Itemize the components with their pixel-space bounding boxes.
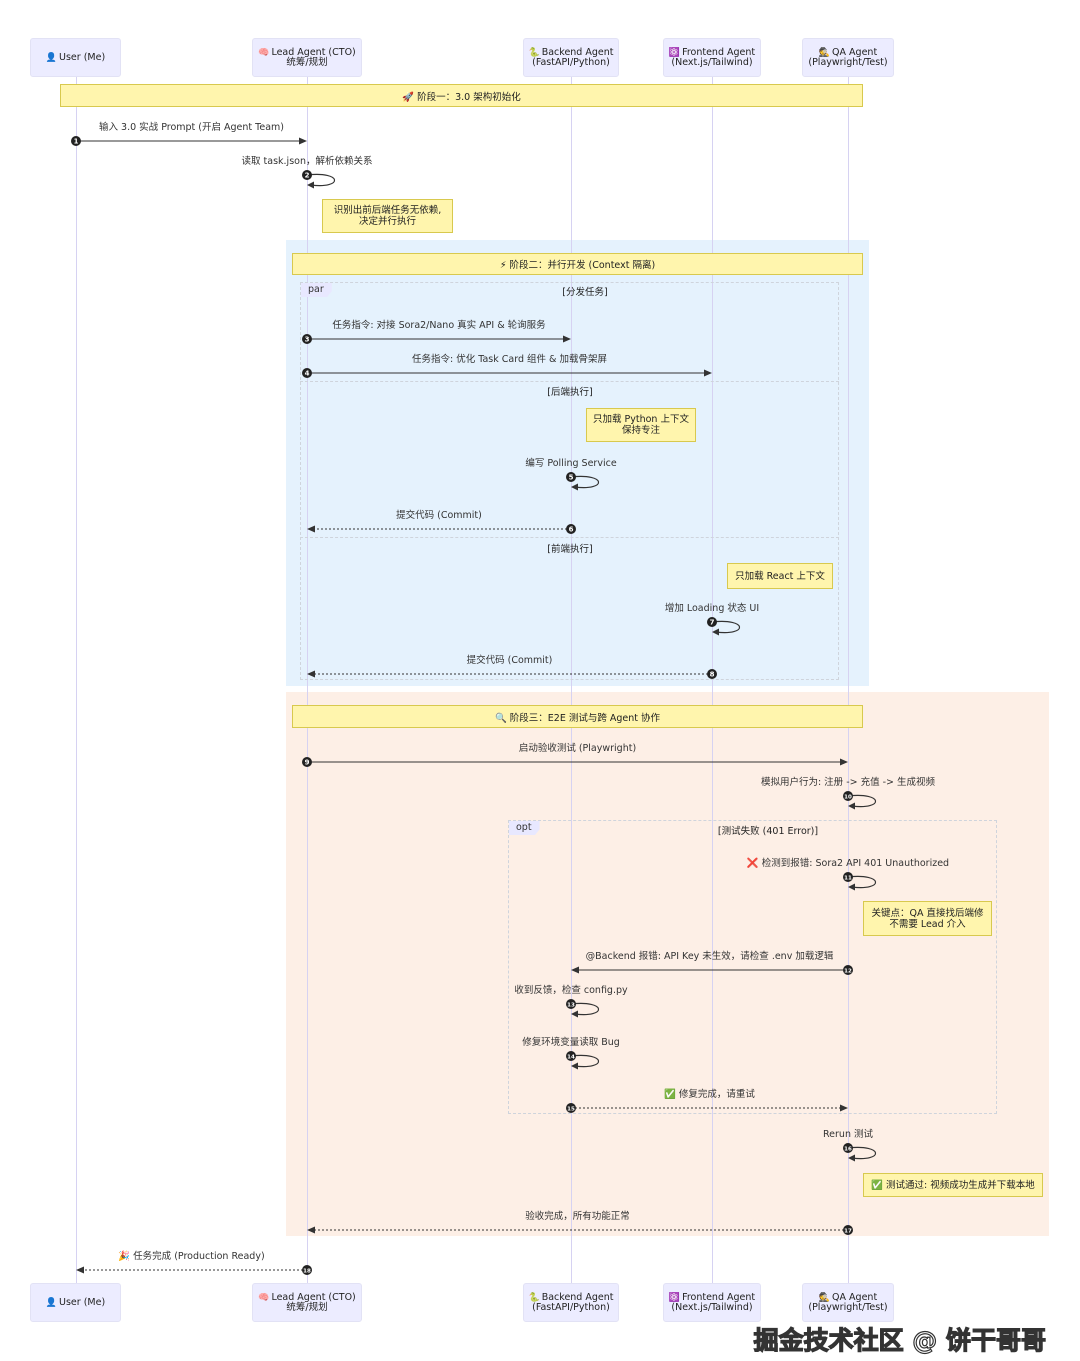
message-label: 增加 Loading 状态 UI bbox=[664, 603, 760, 614]
lifeline-user bbox=[76, 77, 77, 1283]
participant-frontend-top: ⚛️ Frontend Agent (Next.js/Tailwind) bbox=[663, 38, 761, 77]
participant-backend-bottom: 🐍 Backend Agent (FastAPI/Python) bbox=[523, 1283, 619, 1322]
message-label: 模拟用户行为: 注册 -> 充值 -> 生成视频 bbox=[760, 777, 936, 788]
participant-role: 统筹/规划 bbox=[286, 56, 328, 68]
par-tag: par bbox=[301, 283, 332, 297]
phase-3-bar: 🔍 阶段三：E2E 测试与跨 Agent 协作 bbox=[292, 705, 863, 728]
par-divider bbox=[300, 381, 839, 382]
brain-icon: 🧠 bbox=[258, 47, 270, 58]
watermark: 掘金技术社区 @ 饼干哥哥 bbox=[753, 1325, 1047, 1355]
message-label: 输入 3.0 实战 Prompt (开启 Agent Team) bbox=[99, 122, 284, 133]
lifeline-lead bbox=[307, 77, 308, 1283]
message-label: 任务指令: 优化 Task Card 组件 & 加载骨架屏 bbox=[412, 354, 607, 365]
participant-name: Lead Agent (CTO) bbox=[271, 1291, 356, 1303]
participant-name: User (Me) bbox=[59, 1296, 106, 1308]
message-label: 提交代码 (Commit) bbox=[466, 655, 553, 666]
opt-tag: opt bbox=[509, 821, 540, 835]
participant-name: QA Agent bbox=[832, 46, 878, 58]
atom-icon: ⚛️ bbox=[668, 1292, 681, 1303]
arrow-head bbox=[299, 137, 307, 145]
person-icon: 👤 bbox=[45, 52, 58, 63]
participant-name: Frontend Agent bbox=[682, 46, 756, 58]
message-label: 启动验收测试 (Playwright) bbox=[518, 743, 637, 754]
brain-icon: 🧠 bbox=[258, 1292, 270, 1303]
message-label: 编写 Polling Service bbox=[525, 458, 617, 469]
note-parallel-decision: 识别出前后端任务无依赖, 决定并行执行 bbox=[322, 199, 453, 233]
participant-role: (Next.js/Tailwind) bbox=[671, 56, 753, 68]
phase-3-region bbox=[286, 692, 1049, 1236]
participant-name: Backend Agent bbox=[541, 1291, 614, 1303]
participant-lead-top: 🧠 Lead Agent (CTO) 统筹/规划 bbox=[252, 38, 362, 77]
participant-frontend-bottom: ⚛️ Frontend Agent (Next.js/Tailwind) bbox=[663, 1283, 761, 1322]
arrow-head bbox=[307, 181, 314, 189]
participant-role: (Playwright/Test) bbox=[808, 1301, 888, 1313]
par-section-backend: [后端执行] bbox=[547, 387, 593, 398]
participant-role: (Next.js/Tailwind) bbox=[671, 1301, 753, 1313]
message-label: 验收完成，所有功能正常 bbox=[525, 1211, 630, 1222]
person-icon: 👤 bbox=[45, 1297, 58, 1308]
message-label: ❌ 检测到报错: Sora2 API 401 Unauthorized bbox=[746, 858, 950, 869]
participant-user-bottom: 👤 User (Me) bbox=[30, 1283, 121, 1322]
self-message-arrow bbox=[306, 173, 336, 187]
participant-name: QA Agent bbox=[832, 1291, 878, 1303]
arrow-head bbox=[76, 1266, 84, 1274]
message-label: @Backend 报错: API Key 未生效，请检查 .env 加载逻辑 bbox=[585, 951, 834, 962]
opt-condition: [测试失败 (401 Error)] bbox=[717, 826, 819, 837]
detective-icon: 🕵️ bbox=[818, 1292, 831, 1303]
participant-backend-top: 🐍 Backend Agent (FastAPI/Python) bbox=[523, 38, 619, 77]
opt-block: opt bbox=[508, 820, 997, 1114]
participant-name: Backend Agent bbox=[541, 46, 614, 58]
phase-1-bar: 🚀 阶段一：3.0 架构初始化 bbox=[60, 84, 863, 107]
lifeline-frontend bbox=[712, 77, 713, 1283]
participant-user-top: 👤 User (Me) bbox=[30, 38, 121, 77]
message-label: 修复环境变量读取 Bug bbox=[522, 1037, 620, 1048]
message-label: 任务指令: 对接 Sora2/Nano 真实 API & 轮询服务 bbox=[332, 320, 546, 331]
lifeline-backend bbox=[571, 77, 572, 1283]
participant-qa-top: 🕵️ QA Agent (Playwright/Test) bbox=[802, 38, 894, 77]
par-section-dispatch: [分发任务] bbox=[562, 287, 608, 298]
message-label: ✅ 修复完成，请重试 bbox=[664, 1089, 755, 1100]
par-block: par bbox=[300, 282, 839, 680]
message-label: 读取 task.json，解析依赖关系 bbox=[241, 156, 373, 167]
par-divider bbox=[300, 537, 839, 538]
note-test-passed: ✅ 测试通过: 视频成功生成并下载本地 bbox=[863, 1173, 1043, 1197]
participant-name: Lead Agent (CTO) bbox=[271, 46, 356, 58]
note-key-point: 关键点：QA 直接找后端修 不需要 Lead 介入 bbox=[863, 901, 992, 936]
participant-qa-bottom: 🕵️ QA Agent (Playwright/Test) bbox=[802, 1283, 894, 1322]
par-section-frontend: [前端执行] bbox=[547, 544, 593, 555]
note-python-context: 只加载 Python 上下文 保持专注 bbox=[586, 408, 696, 442]
lifeline-qa bbox=[848, 77, 849, 1283]
participant-lead-bottom: 🧠 Lead Agent (CTO) 统筹/规划 bbox=[252, 1283, 362, 1322]
phase-2-region bbox=[286, 240, 869, 686]
message-label: 🎉 任务完成 (Production Ready) bbox=[118, 1251, 265, 1262]
phase-2-bar: ⚡ 阶段二：并行开发 (Context 隔离) bbox=[292, 253, 863, 275]
note-react-context: 只加载 React 上下文 bbox=[727, 563, 833, 589]
message-label: 收到反馈，检查 config.py bbox=[514, 985, 628, 996]
participant-role: (FastAPI/Python) bbox=[532, 56, 610, 68]
message-label: Rerun 测试 bbox=[823, 1129, 873, 1140]
participant-role: (FastAPI/Python) bbox=[532, 1301, 610, 1313]
participant-name: Frontend Agent bbox=[682, 1291, 756, 1303]
participant-role: (Playwright/Test) bbox=[808, 56, 888, 68]
atom-icon: ⚛️ bbox=[668, 47, 681, 58]
detective-icon: 🕵️ bbox=[818, 47, 831, 58]
message-label: 提交代码 (Commit) bbox=[396, 510, 482, 521]
snake-icon: 🐍 bbox=[528, 47, 540, 58]
snake-icon: 🐍 bbox=[528, 1292, 540, 1303]
participant-name: User (Me) bbox=[59, 51, 106, 63]
participant-role: 统筹/规划 bbox=[286, 1301, 328, 1313]
